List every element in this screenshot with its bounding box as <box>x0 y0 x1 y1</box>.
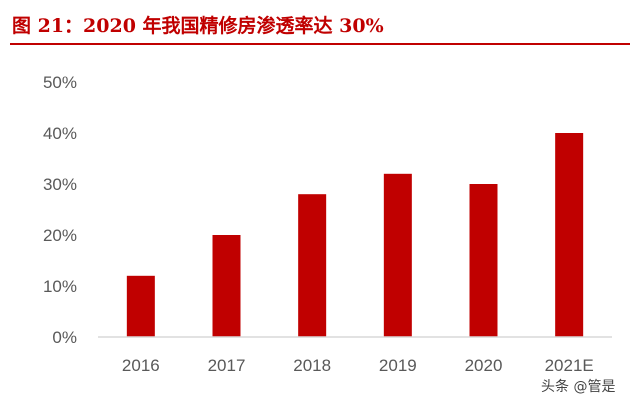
bar-2017 <box>212 235 241 337</box>
watermark: 头条 @管是 <box>541 379 616 395</box>
y-tick-label: 40% <box>43 124 77 143</box>
y-tick-label: 30% <box>43 175 77 194</box>
x-tick-label: 2017 <box>208 356 246 375</box>
title-divider <box>10 43 630 45</box>
y-tick-label: 0% <box>52 328 77 347</box>
y-tick-label: 10% <box>43 277 77 296</box>
x-tick-label: 2021E <box>545 356 594 375</box>
bar-2019 <box>383 173 412 337</box>
x-tick-label: 2020 <box>465 356 503 375</box>
bar-2018 <box>298 194 327 337</box>
figure-title: 图 21：2020 年我国精修房渗透率达 30% <box>12 15 384 37</box>
y-tick-label: 50% <box>43 73 77 92</box>
bar-2021e <box>555 133 584 337</box>
bar-2016 <box>126 275 155 337</box>
bars <box>126 133 584 337</box>
x-axis-labels: 2016 2017 2018 2019 2020 2021E <box>122 356 594 375</box>
y-tick-label: 20% <box>43 226 77 245</box>
x-tick-label: 2018 <box>293 356 331 375</box>
y-axis-labels: 0% 10% 20% 30% 40% 50% <box>43 73 77 347</box>
x-tick-label: 2016 <box>122 356 160 375</box>
x-tick-label: 2019 <box>379 356 417 375</box>
bar-2020 <box>469 184 498 337</box>
